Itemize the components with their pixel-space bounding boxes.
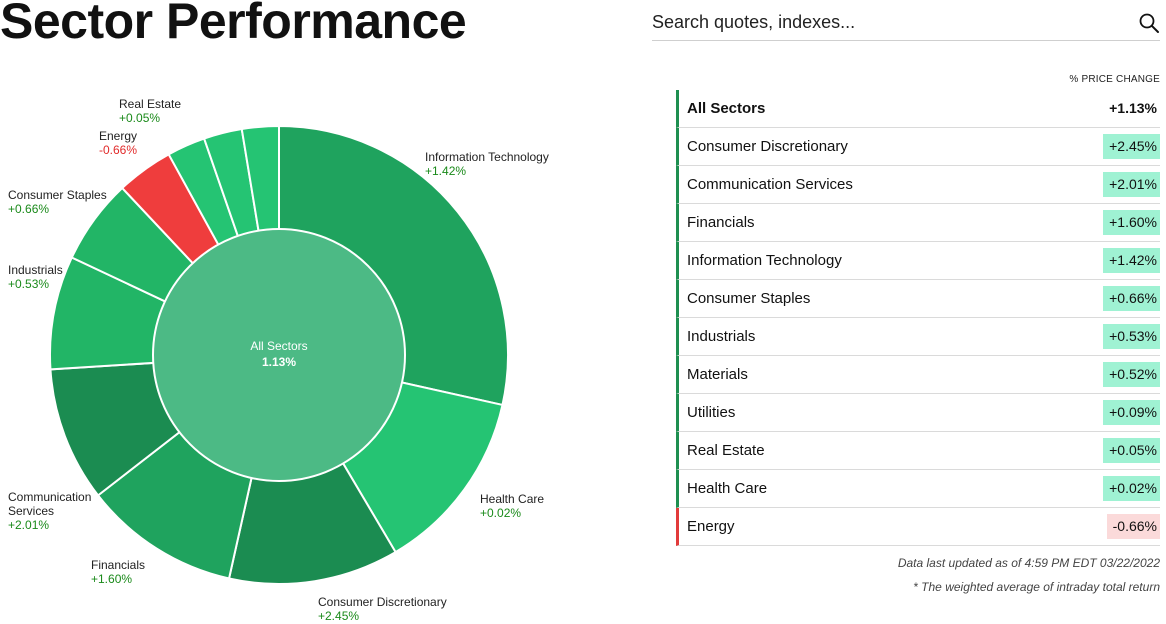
- sector-change-badge: +0.09%: [1103, 400, 1160, 425]
- label-name: Industrials: [8, 263, 63, 277]
- sector-change-badge: +0.02%: [1103, 476, 1160, 501]
- sector-change-badge: +1.42%: [1103, 248, 1160, 273]
- label-name: Communication Services: [8, 490, 92, 518]
- sector-row[interactable]: Materials +0.52%: [676, 356, 1160, 394]
- sector-change-badge: +2.45%: [1103, 134, 1160, 159]
- sector-change-badge: +2.01%: [1103, 172, 1160, 197]
- label-name: Consumer Discretionary: [318, 595, 447, 609]
- sector-name: Consumer Discretionary: [687, 138, 848, 155]
- label-value: +0.66%: [8, 202, 50, 216]
- data-updated-note: Data last updated as of 4:59 PM EDT 03/2…: [897, 556, 1160, 570]
- label-communication-services: Communication Services +2.01%: [8, 490, 104, 532]
- label-energy: Energy -0.66%: [99, 129, 137, 157]
- sector-name: Industrials: [687, 328, 756, 345]
- label-consumer-staples: Consumer Staples +0.66%: [8, 188, 107, 216]
- search-bar: [652, 6, 1160, 41]
- sector-row[interactable]: Information Technology +1.42%: [676, 242, 1160, 280]
- sector-change-badge: +1.60%: [1103, 210, 1160, 235]
- label-name: Information Technology: [425, 150, 549, 164]
- sector-row[interactable]: Financials +1.60%: [676, 204, 1160, 242]
- sector-row[interactable]: Utilities +0.09%: [676, 394, 1160, 432]
- column-header: % PRICE CHANGE: [1069, 74, 1160, 85]
- label-value: +0.05%: [119, 111, 161, 125]
- sector-change-badge: -0.66%: [1106, 514, 1160, 539]
- sector-change-badge: +0.52%: [1103, 362, 1160, 387]
- label-name: Real Estate: [119, 97, 182, 111]
- sector-name: Financials: [687, 214, 755, 231]
- sector-table: % PRICE CHANGE All Sectors +1.13% Consumer…: [676, 74, 1160, 546]
- donut-svg: All Sectors 1.13%: [49, 124, 509, 585]
- sector-row[interactable]: Consumer Discretionary +2.45%: [676, 128, 1160, 166]
- sector-row[interactable]: All Sectors +1.13%: [676, 90, 1160, 128]
- label-name: Health Care: [480, 492, 545, 506]
- search-input[interactable]: [652, 6, 1122, 38]
- sector-name: Utilities: [687, 404, 736, 421]
- page-title: Sector Performance: [0, 0, 467, 49]
- sector-name: Consumer Staples: [687, 290, 811, 307]
- label-value: +1.42%: [425, 164, 467, 178]
- label-industrials: Industrials +0.53%: [8, 263, 63, 291]
- sector-name: Health Care: [687, 480, 768, 497]
- weighted-average-note: * The weighted average of intraday total…: [913, 580, 1160, 594]
- sector-name: Information Technology: [687, 252, 842, 269]
- label-value: +2.45%: [318, 609, 360, 623]
- sector-name: Real Estate: [687, 442, 765, 459]
- label-real-estate: Real Estate +0.05%: [119, 97, 181, 125]
- sector-row[interactable]: Industrials +0.53%: [676, 318, 1160, 356]
- sector-change-badge: +0.05%: [1103, 438, 1160, 463]
- label-value: +1.60%: [91, 572, 133, 586]
- sector-row[interactable]: Communication Services +2.01%: [676, 166, 1160, 204]
- sector-donut-chart: All Sectors 1.13% Real Estate +0.05% Ener…: [8, 97, 549, 623]
- label-value: +0.53%: [8, 277, 50, 291]
- sector-row[interactable]: Health Care +0.02%: [676, 470, 1160, 508]
- label-consumer-discretionary: Consumer Discretionary +2.45%: [318, 595, 447, 623]
- label-value: -0.66%: [99, 143, 138, 157]
- sector-row[interactable]: Real Estate +0.05%: [676, 432, 1160, 470]
- sector-name: Energy: [687, 518, 735, 535]
- center-value: 1.13%: [262, 355, 296, 369]
- sector-row[interactable]: Energy -0.66%: [676, 508, 1160, 546]
- label-health-care: Health Care +0.02%: [480, 492, 544, 520]
- sector-name: All Sectors: [687, 100, 766, 117]
- sector-change-badge: +1.13%: [1109, 100, 1157, 116]
- sector-rows: All Sectors +1.13% Consumer Discretionary +…: [676, 90, 1160, 546]
- sector-change-badge: +0.53%: [1103, 324, 1160, 349]
- label-information-technology: Information Technology +1.42%: [425, 150, 549, 178]
- sector-change-badge: +0.66%: [1103, 286, 1160, 311]
- sector-name: Communication Services: [687, 176, 853, 193]
- label-name: Financials: [91, 558, 146, 572]
- label-name: Consumer Staples: [8, 188, 107, 202]
- label-financials: Financials +1.60%: [91, 558, 145, 586]
- search-icon[interactable]: [1138, 12, 1160, 34]
- all-sectors-center[interactable]: [152, 228, 406, 482]
- sector-name: Materials: [687, 366, 748, 383]
- label-value: +2.01%: [8, 518, 50, 532]
- sector-row[interactable]: Consumer Staples +0.66%: [676, 280, 1160, 318]
- label-name: Energy: [99, 129, 138, 143]
- center-label: All Sectors: [250, 339, 307, 353]
- label-value: +0.02%: [480, 506, 522, 520]
